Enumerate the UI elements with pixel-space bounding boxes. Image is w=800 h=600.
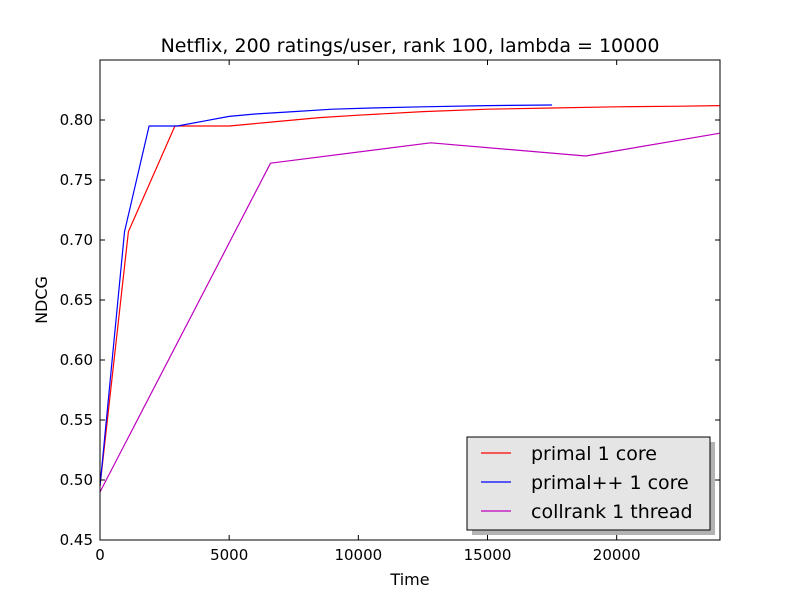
y-tick-label: 0.55 (60, 411, 93, 429)
series-line-2 (99, 132, 721, 493)
x-tick-label: 5000 (210, 546, 248, 564)
y-tick-label: 0.75 (60, 171, 93, 189)
ticks-layer: 0 5000 10000 15000 20000 0.45 0.50 0.55 0.60 0.65… (60, 60, 720, 564)
y-tick-label: 0.50 (60, 471, 93, 489)
legend-label-0: primal 1 core (531, 443, 657, 465)
x-axis-label: Time (389, 570, 429, 589)
legend: primal 1 core primal++ 1 core collrank 1 t… (466, 436, 715, 535)
y-tick-label: 0.70 (60, 231, 93, 249)
y-tick-label: 0.45 (60, 531, 93, 549)
series-line-1 (99, 104, 553, 487)
x-tick-label: 20000 (593, 546, 641, 564)
x-tick-label: 15000 (464, 546, 512, 564)
y-tick-label: 0.60 (60, 351, 93, 369)
series-layer (99, 104, 721, 493)
x-tick-label: 10000 (334, 546, 382, 564)
y-axis-label: NDCG (32, 276, 51, 324)
legend-label-1: primal++ 1 core (531, 472, 689, 494)
legend-label-2: collrank 1 thread (531, 501, 693, 523)
x-tick-label: 0 (95, 546, 105, 564)
chart-title: Netflix, 200 ratings/user, rank 100, lam… (161, 35, 660, 57)
y-tick-label: 0.80 (60, 111, 93, 129)
y-tick-label: 0.65 (60, 291, 93, 309)
